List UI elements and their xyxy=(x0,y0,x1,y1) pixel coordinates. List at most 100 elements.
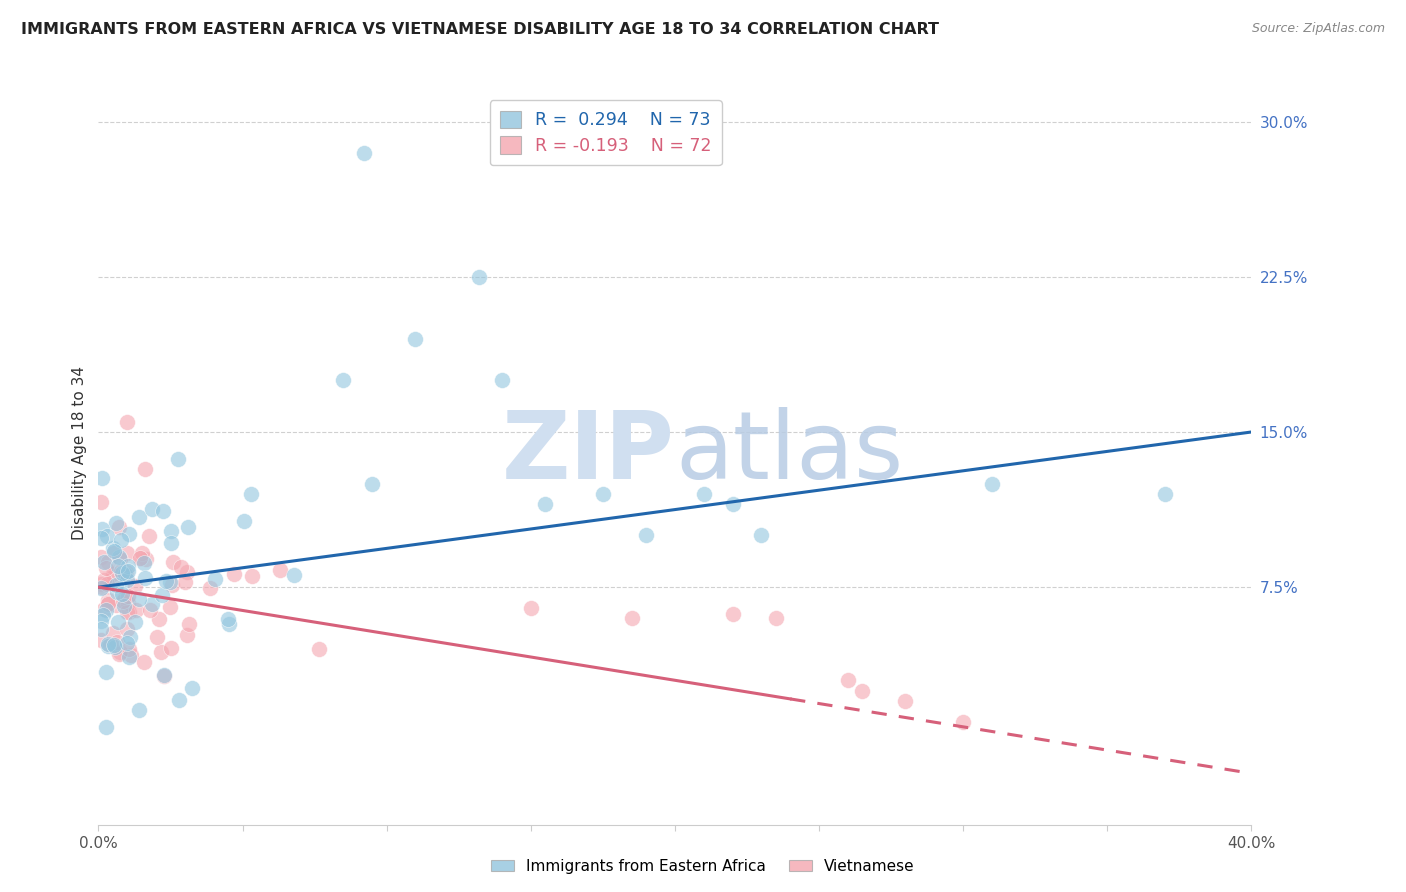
Text: Source: ZipAtlas.com: Source: ZipAtlas.com xyxy=(1251,22,1385,36)
Point xyxy=(160,524,183,539)
Y-axis label: Disability Age 18 to 34: Disability Age 18 to 34 xyxy=(72,366,87,540)
Point xyxy=(952,714,974,729)
Point xyxy=(112,599,135,613)
Point xyxy=(115,565,138,579)
Point xyxy=(160,578,183,592)
Point xyxy=(101,626,124,640)
Point xyxy=(108,645,131,659)
Point xyxy=(90,531,112,545)
Point xyxy=(155,574,177,589)
Point xyxy=(117,558,139,573)
Point xyxy=(97,597,120,611)
Point xyxy=(110,533,132,547)
Point xyxy=(491,373,513,387)
Point xyxy=(152,503,174,517)
Point xyxy=(176,628,198,642)
Point xyxy=(96,561,118,575)
Point xyxy=(240,569,263,583)
Point xyxy=(131,546,153,560)
Point xyxy=(117,564,139,578)
Point xyxy=(332,373,354,387)
Point xyxy=(141,597,163,611)
Point xyxy=(91,607,114,622)
Point xyxy=(90,582,112,596)
Point xyxy=(104,598,127,612)
Point xyxy=(132,655,155,669)
Point xyxy=(115,636,138,650)
Point xyxy=(148,612,170,626)
Point xyxy=(117,589,139,603)
Point xyxy=(104,516,127,531)
Point xyxy=(110,564,132,578)
Point xyxy=(107,559,129,574)
Point xyxy=(204,572,226,586)
Point xyxy=(721,497,744,511)
Point xyxy=(361,476,384,491)
Point xyxy=(96,593,118,607)
Point xyxy=(97,596,120,610)
Point xyxy=(114,566,136,581)
Point xyxy=(217,612,239,626)
Point xyxy=(837,673,859,688)
Point xyxy=(308,641,330,656)
Point xyxy=(90,494,112,508)
Point xyxy=(150,588,173,602)
Point xyxy=(118,526,141,541)
Point xyxy=(118,642,141,657)
Point xyxy=(534,497,557,511)
Point xyxy=(93,602,115,616)
Point xyxy=(134,556,156,570)
Point xyxy=(115,605,138,619)
Point xyxy=(128,592,150,607)
Point xyxy=(105,584,128,599)
Point xyxy=(233,514,256,528)
Point xyxy=(90,633,112,648)
Point xyxy=(112,593,135,607)
Point xyxy=(115,546,138,560)
Point xyxy=(128,551,150,566)
Point xyxy=(118,630,141,644)
Point xyxy=(141,501,163,516)
Point xyxy=(405,332,427,346)
Point xyxy=(167,692,190,706)
Point xyxy=(177,520,200,534)
Point xyxy=(269,563,291,577)
Point xyxy=(468,269,491,284)
Point xyxy=(138,529,160,543)
Point xyxy=(153,669,176,683)
Point xyxy=(90,522,112,536)
Point xyxy=(150,645,173,659)
Text: ZIP: ZIP xyxy=(502,407,675,499)
Point xyxy=(159,599,181,614)
Point xyxy=(125,603,148,617)
Point xyxy=(620,611,643,625)
Point xyxy=(721,607,744,621)
Point xyxy=(177,616,200,631)
Point xyxy=(124,615,146,629)
Point xyxy=(159,535,181,549)
Point xyxy=(981,476,1004,491)
Point xyxy=(96,529,118,543)
Point xyxy=(104,640,127,655)
Point xyxy=(765,611,787,625)
Point xyxy=(108,551,131,566)
Point xyxy=(93,555,115,569)
Point xyxy=(94,665,117,680)
Point xyxy=(93,573,115,587)
Point xyxy=(134,570,156,584)
Point xyxy=(90,614,112,628)
Point xyxy=(115,569,138,583)
Point xyxy=(103,569,125,583)
Point xyxy=(152,668,174,682)
Point xyxy=(218,616,240,631)
Point xyxy=(693,487,716,501)
Point xyxy=(134,462,156,476)
Point xyxy=(240,487,263,501)
Point xyxy=(97,637,120,651)
Point xyxy=(173,575,195,590)
Point xyxy=(222,566,245,581)
Point xyxy=(146,630,169,644)
Point xyxy=(91,471,114,485)
Point xyxy=(117,596,139,610)
Point xyxy=(198,582,221,596)
